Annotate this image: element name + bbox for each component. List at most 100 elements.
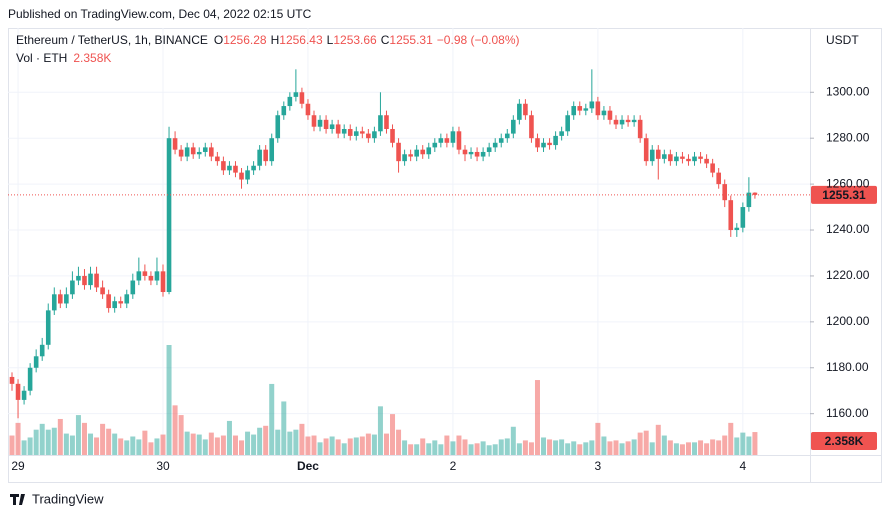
volume-bar: [679, 444, 685, 455]
last-price-box: [811, 185, 877, 204]
candle-body: [414, 149, 419, 157]
volume-bar: [335, 439, 341, 455]
volume-bar: [9, 435, 15, 455]
volume-bar: [740, 432, 746, 455]
candle-body: [420, 149, 426, 155]
volume-bar: [577, 444, 583, 455]
candle-body: [341, 129, 347, 134]
volume-bar: [601, 436, 607, 455]
volume-bar: [655, 424, 661, 455]
candle-body: [577, 106, 583, 111]
candle-body: [317, 119, 323, 127]
ohlc-label: L: [327, 33, 334, 47]
candle-body: [281, 106, 287, 116]
volume-bar: [390, 414, 396, 455]
volume-bar: [504, 438, 510, 455]
volume-bar: [450, 441, 456, 455]
candle-body: [335, 124, 341, 134]
candle-body: [269, 138, 275, 162]
candle-body: [710, 163, 715, 173]
change-value: −0.98 (−0.08%): [437, 33, 520, 47]
candle-body: [112, 301, 117, 309]
x-tick-label: 3: [595, 459, 602, 473]
volume-bar: [57, 418, 63, 455]
volume-bar: [710, 439, 716, 455]
volume-bar: [232, 435, 238, 455]
volume-bar: [220, 435, 226, 455]
volume-bar: [589, 440, 595, 455]
candle-body: [215, 156, 220, 162]
volume-bar: [130, 436, 136, 455]
volume-bar: [728, 422, 734, 455]
candle-body: [601, 110, 607, 116]
volume-bar: [516, 443, 522, 455]
candle-body: [637, 119, 643, 139]
candle-body: [227, 165, 232, 171]
brand-logo: TradingView: [10, 491, 104, 506]
volume-bar: [637, 432, 643, 455]
last-price-label: 1255.31: [822, 188, 866, 202]
candle-body: [136, 271, 142, 281]
volume-bar: [692, 442, 698, 455]
candle-body: [704, 158, 709, 164]
candle-body: [51, 294, 57, 311]
candle-body: [293, 92, 299, 97]
candle-body: [643, 138, 649, 162]
candle-body: [674, 156, 679, 162]
volume-bar: [190, 433, 196, 455]
candle-body: [202, 147, 208, 152]
candle-body: [728, 200, 734, 231]
volume-bar: [649, 442, 655, 455]
volume-bar: [474, 443, 480, 455]
candle-body: [511, 119, 516, 134]
candle-body: [517, 103, 522, 120]
candle-body: [468, 151, 474, 155]
candle-body: [722, 184, 728, 201]
volume-bar: [287, 431, 293, 455]
y-tick-label: 1260.00: [826, 176, 870, 190]
candle-body: [486, 147, 492, 152]
volume-bar: [39, 423, 45, 455]
volume-bar: [94, 437, 100, 455]
candle-body: [498, 138, 504, 143]
candle-body: [130, 280, 136, 295]
volume-bar: [371, 434, 377, 455]
volume-bar: [317, 442, 323, 455]
candle-body: [450, 131, 456, 143]
candle-body: [734, 227, 740, 231]
volume-bar: [722, 435, 728, 455]
volume-bar: [112, 433, 118, 455]
candle-body: [655, 149, 661, 159]
volume-bar: [420, 438, 426, 455]
volume-bar: [643, 430, 649, 455]
candle-body: [209, 147, 214, 157]
candle-body: [82, 275, 87, 286]
volume-bar: [124, 440, 130, 455]
volume-bar: [547, 439, 553, 455]
candle-body: [384, 115, 389, 130]
candle-body: [148, 275, 154, 281]
candle-body: [33, 356, 39, 368]
volume-bar: [625, 441, 631, 455]
volume-bar: [486, 445, 492, 455]
x-tick-label: 30: [156, 459, 170, 473]
candle-body: [607, 110, 613, 120]
candles: [9, 69, 758, 419]
volume-bar: [100, 423, 106, 455]
volume-bar: [528, 442, 534, 455]
volume-bar: [118, 438, 124, 455]
logo-mark: [10, 494, 25, 505]
y-axis-label: USDT: [826, 33, 859, 47]
candle-body: [565, 115, 570, 132]
legend-header: Ethereum / TetherUS, 1h, BINANCE O1256.28…: [16, 33, 520, 47]
volume-bar: [154, 438, 160, 455]
volume-bar: [21, 440, 27, 455]
candle-body: [221, 161, 226, 171]
candle-body: [541, 142, 546, 148]
volume-bar: [498, 439, 504, 455]
volume-bar: [341, 443, 347, 455]
volume-bar: [673, 443, 679, 455]
volume-bar: [565, 443, 571, 455]
volume-bar: [559, 439, 565, 455]
y-tick-label: 1300.00: [826, 84, 870, 98]
